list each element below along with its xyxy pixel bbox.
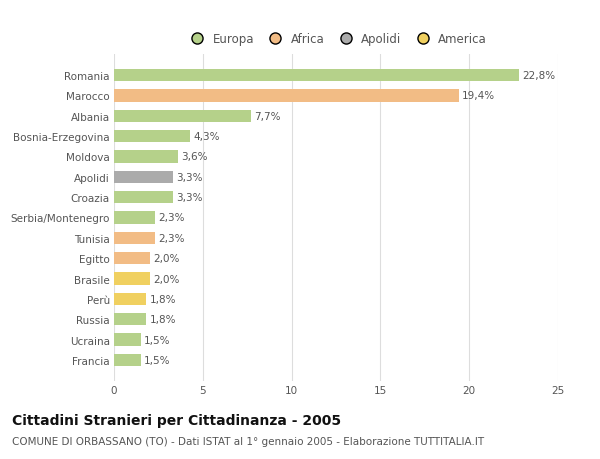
- Text: 2,0%: 2,0%: [153, 274, 179, 284]
- Bar: [114, 192, 173, 204]
- Text: 2,3%: 2,3%: [158, 233, 185, 243]
- Bar: [114, 232, 155, 244]
- Bar: [114, 90, 458, 102]
- Text: 3,3%: 3,3%: [176, 193, 203, 203]
- Bar: [114, 171, 173, 184]
- Text: 19,4%: 19,4%: [462, 91, 495, 101]
- Bar: [114, 212, 155, 224]
- Text: 2,0%: 2,0%: [153, 254, 179, 263]
- Text: 7,7%: 7,7%: [254, 112, 281, 122]
- Bar: [114, 334, 140, 346]
- Text: 1,8%: 1,8%: [149, 294, 176, 304]
- Bar: [114, 70, 519, 82]
- Bar: [114, 151, 178, 163]
- Bar: [114, 293, 146, 305]
- Text: 1,8%: 1,8%: [149, 314, 176, 325]
- Text: COMUNE DI ORBASSANO (TO) - Dati ISTAT al 1° gennaio 2005 - Elaborazione TUTTITAL: COMUNE DI ORBASSANO (TO) - Dati ISTAT al…: [12, 436, 484, 446]
- Text: 22,8%: 22,8%: [523, 71, 556, 81]
- Text: 4,3%: 4,3%: [194, 132, 220, 142]
- Bar: [114, 313, 146, 325]
- Text: 2,3%: 2,3%: [158, 213, 185, 223]
- Bar: [114, 111, 251, 123]
- Bar: [114, 354, 140, 366]
- Text: 3,6%: 3,6%: [181, 152, 208, 162]
- Legend: Europa, Africa, Apolidi, America: Europa, Africa, Apolidi, America: [181, 28, 491, 51]
- Text: 1,5%: 1,5%: [144, 335, 170, 345]
- Bar: [114, 252, 149, 265]
- Text: Cittadini Stranieri per Cittadinanza - 2005: Cittadini Stranieri per Cittadinanza - 2…: [12, 413, 341, 427]
- Bar: [114, 273, 149, 285]
- Text: 3,3%: 3,3%: [176, 173, 203, 182]
- Text: 1,5%: 1,5%: [144, 355, 170, 365]
- Bar: [114, 131, 190, 143]
